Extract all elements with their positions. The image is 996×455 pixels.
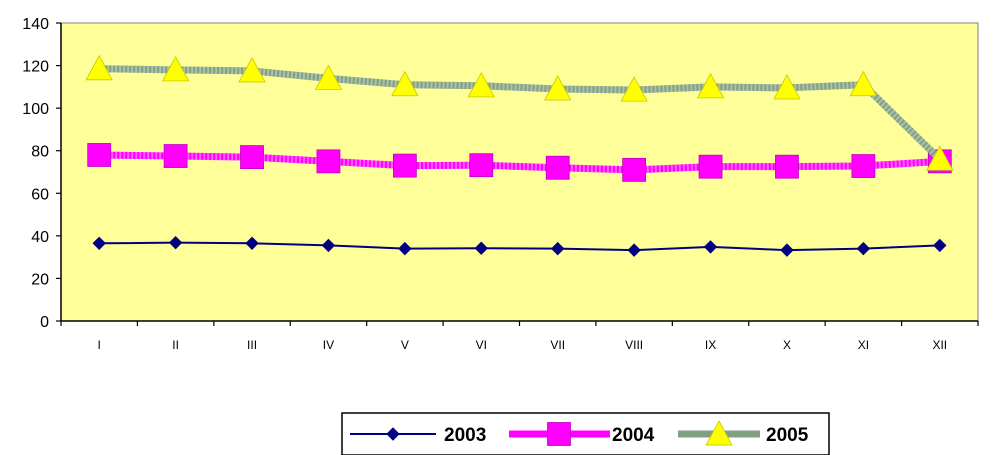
- y-tick-label: 100: [22, 101, 49, 118]
- series-layer: [85, 54, 954, 257]
- data-point: [391, 70, 419, 97]
- series-line-base: [99, 151, 941, 174]
- data-point: [238, 57, 266, 83]
- data-point: [620, 76, 648, 102]
- legend-item-2004: 2004: [509, 422, 655, 446]
- y-tick-label: 60: [31, 186, 49, 203]
- y-ticks: 0 20 40 60 80 100 120 140: [22, 16, 61, 331]
- y-tick-label: 0: [40, 314, 49, 331]
- data-point: [245, 236, 259, 251]
- x-tick-label: XII: [932, 338, 947, 352]
- y-tick-label: 40: [31, 229, 49, 246]
- y-tick-label: 20: [31, 271, 49, 288]
- x-tick-label: IX: [705, 338, 716, 352]
- data-point: [849, 70, 878, 97]
- x-tick-label: VI: [476, 338, 487, 352]
- x-tick-label: V: [401, 338, 409, 352]
- legend-marker: [705, 420, 733, 446]
- series-line-texture: [99, 65, 943, 162]
- x-tick-label: IV: [323, 338, 334, 352]
- legend-label: 2003: [444, 425, 486, 446]
- series-2005: [85, 54, 954, 171]
- data-point: [314, 64, 343, 90]
- data-point: [627, 243, 641, 257]
- x-ticks: I II III IV V VI VII VIII IX X XI XII: [60, 321, 979, 352]
- data-point: [703, 240, 718, 254]
- data-point: [773, 74, 801, 100]
- data-point: [398, 241, 412, 256]
- data-point: [87, 143, 112, 167]
- data-point: [551, 241, 565, 256]
- x-tick-label: VIII: [625, 338, 643, 352]
- data-point: [316, 149, 341, 174]
- data-point: [933, 238, 947, 253]
- data-point: [698, 154, 723, 179]
- legend-item-2003: 2003: [350, 425, 486, 446]
- x-tick-label: I: [98, 338, 101, 352]
- x-tick-label: X: [783, 338, 791, 352]
- data-point: [92, 236, 106, 251]
- data-point: [163, 144, 188, 168]
- data-point: [474, 241, 488, 255]
- data-point: [544, 75, 572, 101]
- series-line-texture: [99, 151, 941, 174]
- data-point: [775, 154, 799, 179]
- data-point: [321, 238, 336, 253]
- data-point: [856, 241, 871, 256]
- legend-marker: [386, 427, 400, 441]
- legend-label: 2005: [766, 425, 809, 446]
- data-point: [85, 54, 113, 81]
- data-point: [168, 235, 183, 250]
- data-point: [545, 155, 570, 180]
- data-point: [926, 145, 954, 171]
- legend-marker: [547, 422, 571, 446]
- data-point: [780, 243, 794, 257]
- data-point: [467, 71, 495, 98]
- series-line-base: [99, 65, 943, 162]
- series-2004: [87, 143, 952, 182]
- legend-item-2005: 2005: [678, 420, 809, 446]
- data-point: [392, 153, 417, 178]
- series-line: [99, 241, 940, 252]
- x-tick-label: II: [172, 338, 179, 352]
- data-point: [851, 154, 876, 178]
- legend: 2003 2004 2005: [341, 412, 830, 455]
- data-point: [161, 55, 190, 82]
- data-point: [696, 73, 725, 99]
- x-tick-label: III: [247, 338, 257, 352]
- data-point: [622, 157, 647, 182]
- x-tick-label: VII: [550, 338, 565, 352]
- legend-label: 2004: [612, 425, 655, 446]
- series-2003: [92, 235, 947, 257]
- y-tick-label: 120: [22, 59, 49, 76]
- data-point: [469, 153, 494, 178]
- x-tick-label: XI: [858, 338, 869, 352]
- data-point: [240, 145, 264, 170]
- y-tick-label: 80: [31, 144, 49, 161]
- y-tick-label: 140: [22, 16, 49, 33]
- legend-items: 2003 2004 2005: [350, 420, 809, 446]
